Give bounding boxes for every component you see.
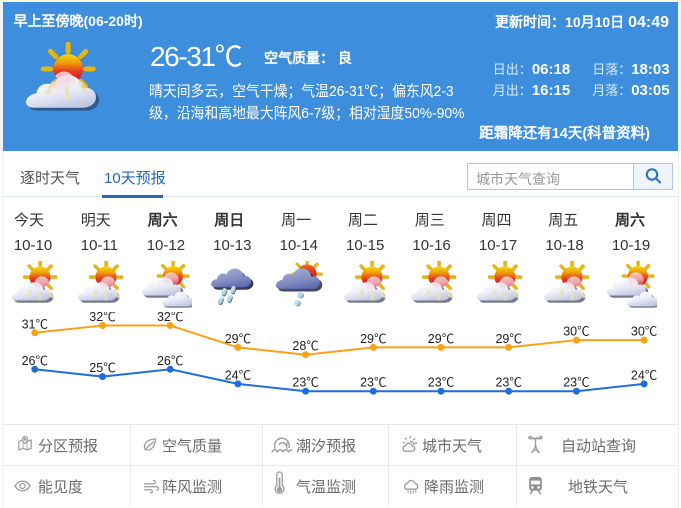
- svg-text:29℃: 29℃: [428, 332, 454, 346]
- svg-text:24℃: 24℃: [631, 368, 657, 382]
- svg-text:23℃: 23℃: [563, 376, 589, 390]
- svg-text:24℃: 24℃: [225, 368, 251, 382]
- svg-text:25℃: 25℃: [89, 361, 115, 375]
- svg-text:26℃: 26℃: [22, 354, 48, 368]
- svg-text:30℃: 30℃: [563, 325, 589, 339]
- svg-text:30℃: 30℃: [631, 325, 657, 339]
- svg-text:32℃: 32℃: [157, 312, 183, 324]
- svg-text:32℃: 32℃: [89, 312, 115, 324]
- svg-text:31℃: 31℃: [22, 317, 48, 331]
- svg-text:23℃: 23℃: [495, 376, 521, 390]
- svg-text:29℃: 29℃: [360, 332, 386, 346]
- svg-text:28℃: 28℃: [292, 339, 318, 353]
- svg-text:29℃: 29℃: [495, 332, 521, 346]
- svg-text:26℃: 26℃: [157, 354, 183, 368]
- svg-text:23℃: 23℃: [428, 376, 454, 390]
- svg-text:23℃: 23℃: [360, 376, 386, 390]
- svg-text:23℃: 23℃: [292, 376, 318, 390]
- svg-text:29℃: 29℃: [225, 332, 251, 346]
